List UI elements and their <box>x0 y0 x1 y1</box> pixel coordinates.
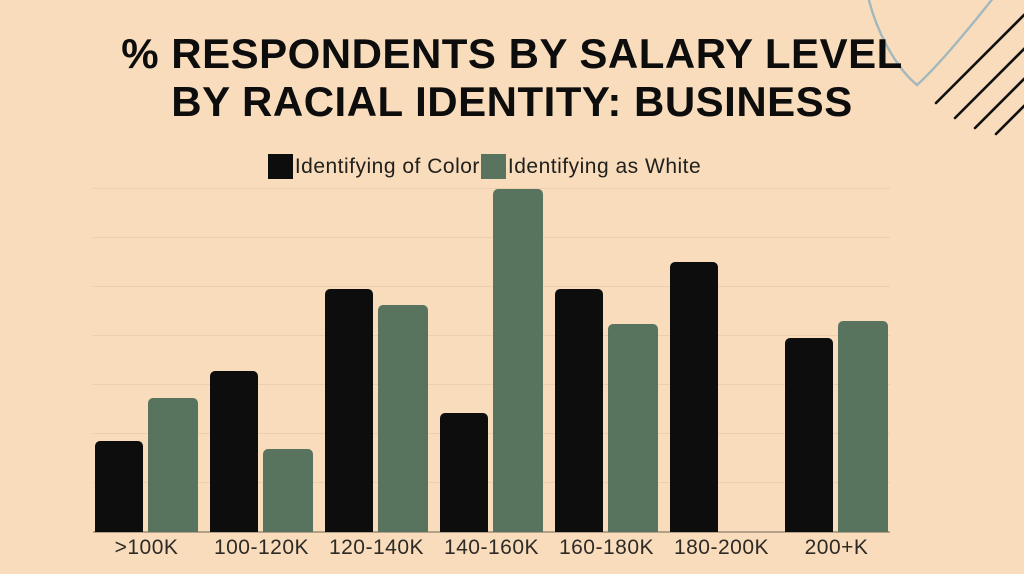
bar-of-color-200+K <box>785 338 833 532</box>
gridline-35 <box>93 188 890 189</box>
gridline-30 <box>93 237 890 238</box>
gridline-20 <box>93 335 890 336</box>
x-axis-label-100-120K: 100-120K <box>213 536 310 559</box>
legend-swatch-of-color <box>267 154 293 179</box>
plot-area <box>93 188 890 533</box>
bar-white-160-180K <box>608 324 658 532</box>
bar-of-color-160-180K <box>555 289 603 532</box>
chart-title: % RESPONDENTS BY SALARY LEVEL BY RACIAL … <box>0 30 1024 126</box>
x-axis-label-200+K: 200+K <box>804 536 869 559</box>
gridline-5 <box>93 482 890 483</box>
gridline-15 <box>93 384 890 385</box>
chart-title-line2: BY RACIAL IDENTITY: BUSINESS <box>171 78 853 125</box>
bar-white-140-160K <box>493 189 543 532</box>
x-axis-label-140-160K: 140-160K <box>443 536 540 559</box>
x-axis-line <box>93 531 890 533</box>
x-axis-label-120-140K: 120-140K <box>328 536 425 559</box>
x-axis: >100K 100-120K 120-140K 140-160K 160-180K 180… <box>93 536 890 564</box>
gridline-10 <box>93 433 890 434</box>
bar-of-color-180-200K <box>670 262 718 532</box>
bar-of-color-140-160K <box>440 413 488 532</box>
legend-label-of-color: Identifying of Color <box>294 154 480 178</box>
bar-white-200+K <box>838 321 888 532</box>
bar-of-color->100K <box>95 441 143 532</box>
x-axis-label->100K: >100K <box>114 536 179 559</box>
bar-white-120-140K <box>378 305 428 532</box>
legend: Identifying of Color Identifying as Whit… <box>0 154 997 179</box>
legend-item-of-color: Identifying of Color <box>267 154 481 179</box>
gridline-25 <box>93 286 890 287</box>
bar-white-100-120K <box>263 449 313 532</box>
x-axis-label-160-180K: 160-180K <box>558 536 655 559</box>
x-axis-label-180-200K: 180-200K <box>673 536 770 559</box>
bar-white->100K <box>148 398 198 532</box>
bar-of-color-120-140K <box>325 289 373 532</box>
legend-swatch-white <box>480 154 506 179</box>
bar-of-color-100-120K <box>210 371 258 532</box>
legend-item-white: Identifying as White <box>480 154 702 179</box>
chart-title-line1: % RESPONDENTS BY SALARY LEVEL <box>121 30 903 77</box>
legend-label-white: Identifying as White <box>507 154 702 178</box>
